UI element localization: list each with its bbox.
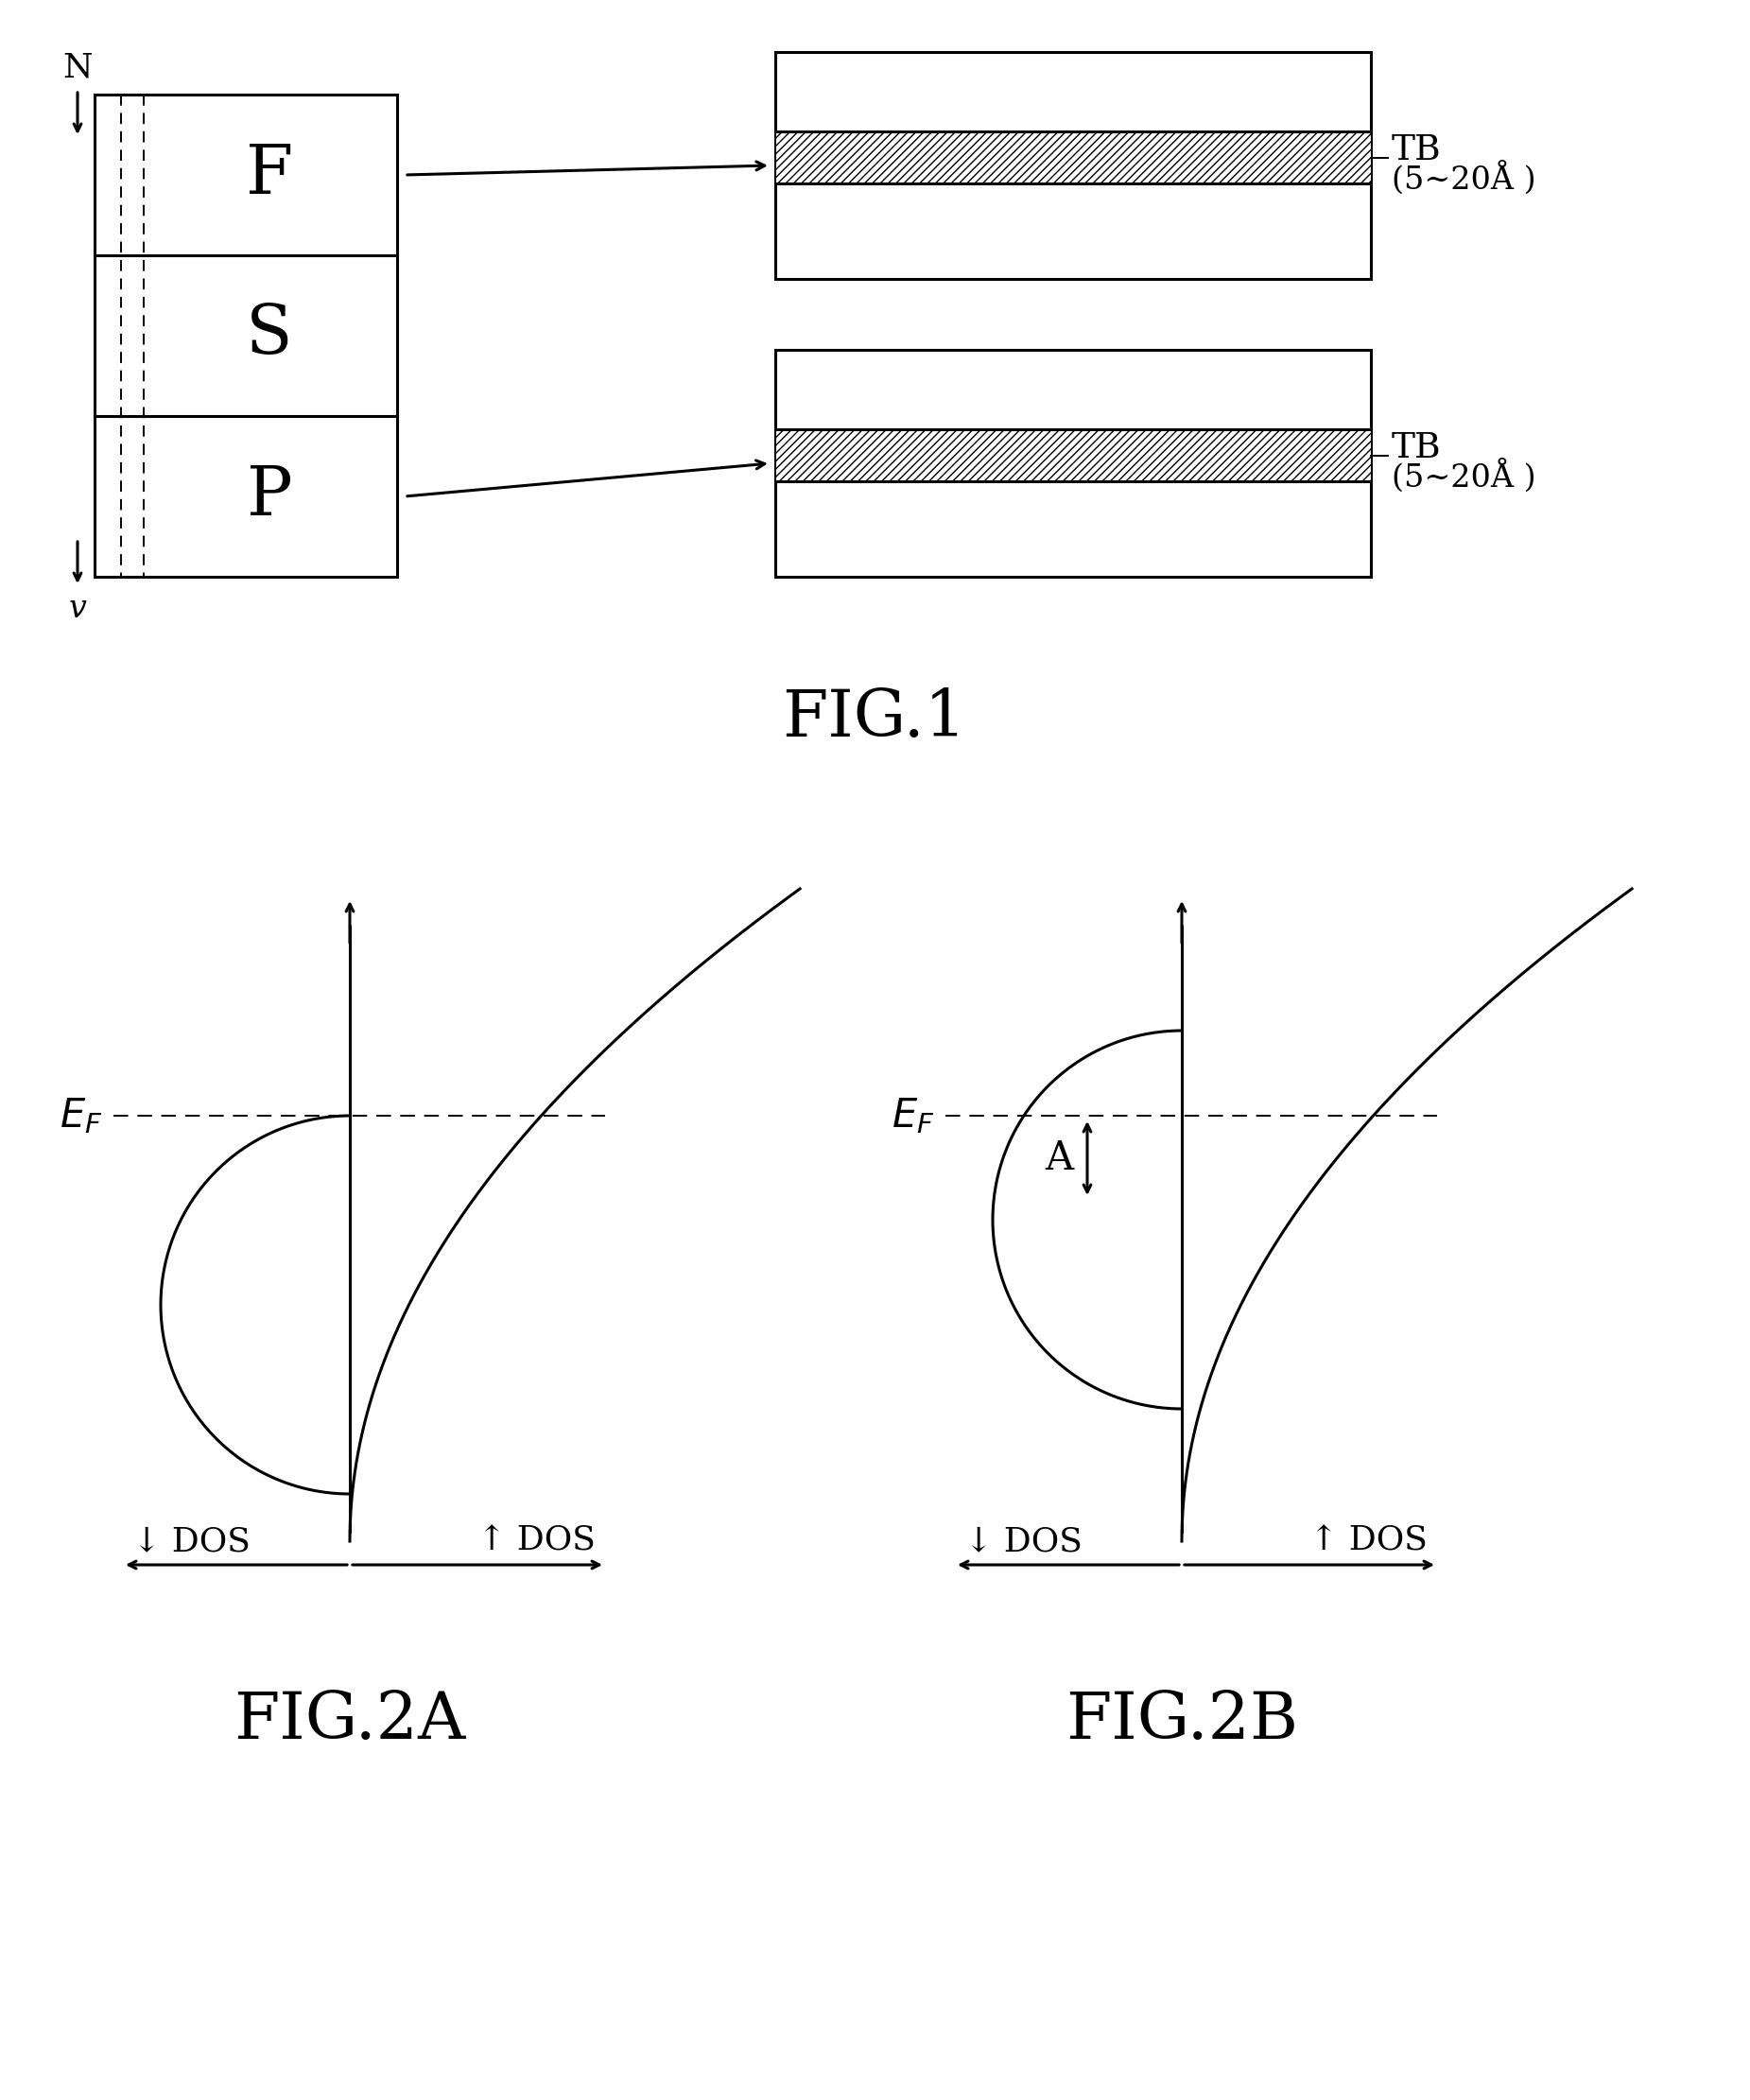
Text: FIG.2A: FIG.2A — [235, 1691, 466, 1751]
Text: N: N — [63, 50, 93, 84]
Text: FIG.2B: FIG.2B — [1066, 1691, 1298, 1751]
Bar — [775, 428, 1370, 481]
Text: $E_F$: $E_F$ — [891, 1096, 935, 1136]
Text: TB: TB — [1391, 132, 1442, 168]
Text: A: A — [1045, 1138, 1073, 1178]
Text: ↓ DOS: ↓ DOS — [964, 1525, 1083, 1558]
Text: (5~20Å ): (5~20Å ) — [1391, 162, 1536, 195]
Text: v: v — [68, 594, 86, 624]
Text: (5~20Å ): (5~20Å ) — [1391, 460, 1536, 493]
Text: P: P — [247, 464, 292, 529]
Text: ↑ DOS: ↑ DOS — [1309, 1525, 1428, 1558]
Text: TB: TB — [1391, 430, 1442, 466]
Text: S: S — [247, 302, 292, 370]
Text: $E_F$: $E_F$ — [60, 1096, 102, 1136]
Text: ↑ DOS: ↑ DOS — [478, 1525, 595, 1558]
Text: F: F — [245, 141, 294, 208]
Bar — [775, 132, 1370, 183]
Text: ↓ DOS: ↓ DOS — [133, 1525, 250, 1558]
Text: FIG.1: FIG.1 — [782, 687, 966, 750]
